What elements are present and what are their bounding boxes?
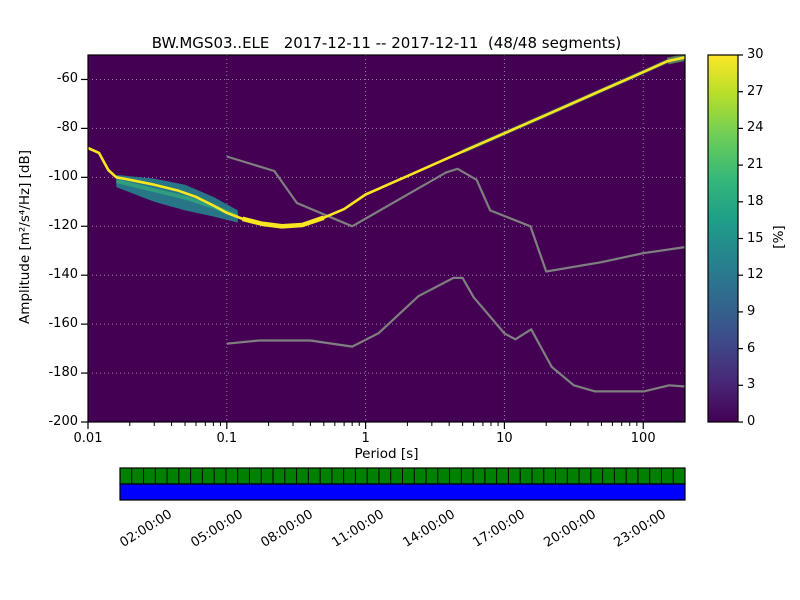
y-tick-label: -200 xyxy=(48,414,78,429)
y-tick-label: -180 xyxy=(48,365,78,381)
y-tick-label: -80 xyxy=(56,120,78,136)
y-tick-label: -60 xyxy=(56,71,78,87)
histogram-background xyxy=(88,55,685,422)
x-tick-label: 0.01 xyxy=(73,431,103,446)
colorbar-tick-label: 18 xyxy=(747,193,764,209)
colorbar-tick-label: 9 xyxy=(747,303,756,319)
colorbar-tick-label: 24 xyxy=(747,120,764,136)
y-tick-label: -120 xyxy=(48,218,78,234)
x-tick-label: 0.1 xyxy=(216,431,238,446)
x-tick-label: 10 xyxy=(496,431,513,446)
colorbar-tick-label: 6 xyxy=(747,340,756,356)
low-noise-model-line xyxy=(226,276,686,393)
colorbar-tick-label: 15 xyxy=(747,230,764,246)
y-tick-label: -160 xyxy=(48,316,78,332)
x-tick-label: 1 xyxy=(361,431,370,446)
colorbar-tick-label: 12 xyxy=(747,267,764,283)
coverage-bar-blue xyxy=(119,483,686,501)
colorbar-tick-label: 30 xyxy=(747,47,764,62)
colorbar-tick-label: 3 xyxy=(747,377,756,393)
colorbar-gradient xyxy=(707,54,739,423)
x-axis-label: Period [s] xyxy=(354,446,419,462)
y-tick-label: -100 xyxy=(48,169,78,185)
psd-mode-trough xyxy=(242,215,325,229)
axes-frame xyxy=(87,54,686,423)
y-tick-label: -140 xyxy=(48,267,78,283)
plot-title: BW.MGS03..ELE 2017-12-11 -- 2017-12-11 (… xyxy=(151,34,622,52)
colorbar-tick-label: 27 xyxy=(747,83,764,99)
x-tick-label: 100 xyxy=(630,431,656,446)
colorbar-tick-label: 0 xyxy=(747,414,756,429)
colorbar-tick-label: 21 xyxy=(747,157,764,173)
high-noise-model-line xyxy=(226,155,686,273)
